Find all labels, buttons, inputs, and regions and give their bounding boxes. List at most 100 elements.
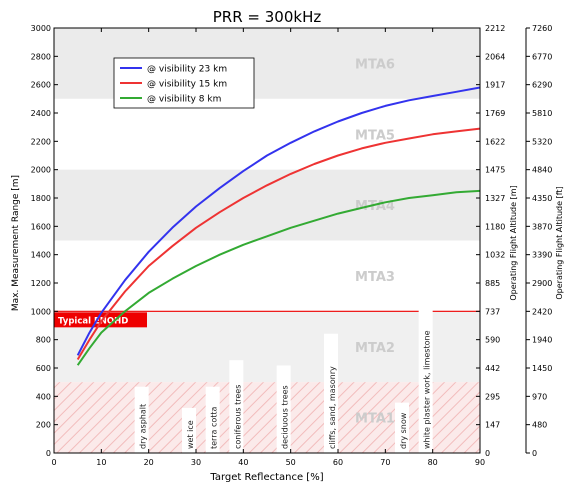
material-annotation-box [418, 291, 433, 453]
y-tick-label: 1400 [31, 251, 51, 260]
enohd-label: Typical ENOHD [58, 316, 128, 326]
y-axis-label: Max. Measurement Range [m] [11, 175, 21, 311]
y-tick-label: 2800 [31, 52, 51, 61]
mta-zone-band [54, 98, 480, 170]
mta-zone-label: MTA1 [355, 412, 395, 427]
x-tick-label: 20 [144, 458, 154, 467]
y2-tick-label: 442 [485, 364, 500, 373]
y3-tick-label: 6770 [532, 52, 552, 61]
y-tick-label: 2000 [31, 166, 51, 175]
x-tick-label: 30 [191, 458, 201, 467]
x-tick-label: 40 [238, 458, 248, 467]
mta-zone-band [54, 382, 480, 453]
material-annotation-text: white plaster work, limestone [423, 330, 432, 449]
y3-tick-label: 4840 [532, 166, 552, 175]
plot-frame [53, 27, 481, 454]
material-annotation-text: dry asphalt [139, 404, 148, 449]
material-annotation: white plaster work, limestone [418, 291, 433, 453]
material-annotation-text: cliffs, sand, masonry [328, 366, 337, 449]
y2-tick-label: 1769 [485, 109, 505, 118]
chart-title: PRR = 300kHz [213, 8, 322, 26]
x-tick-label: 50 [286, 458, 296, 467]
y2-tick-label: 737 [485, 307, 500, 316]
material-annotation: wet ice [182, 407, 196, 453]
y2-tick-label: 1475 [485, 166, 505, 175]
y3-tick-label: 5320 [532, 137, 552, 146]
material-annotation-box [182, 407, 196, 453]
material-annotation-box [324, 333, 338, 453]
material-annotation-box [395, 402, 409, 453]
y3-tick-label: 0 [532, 449, 537, 458]
material-annotation: terra cotta [205, 386, 220, 453]
y-tick-label: 400 [36, 392, 51, 401]
series-line-3 [76, 189, 481, 366]
y-tick-label: 200 [36, 421, 51, 430]
y-tick-label: 800 [36, 336, 51, 345]
material-annotation-box [134, 386, 149, 453]
y2-tick-label: 1180 [485, 222, 505, 231]
y-tick-label: 1600 [31, 222, 51, 231]
series-line-1 [76, 86, 481, 356]
y3-tick-label: 970 [532, 392, 547, 401]
legend-label-2: @ visibility 15 km [147, 80, 227, 90]
y2-tick-label: 2212 [485, 24, 505, 33]
legend-label-3: @ visibility 8 km [147, 95, 221, 105]
mta-zone-band [54, 240, 480, 312]
y2-tick-label: 885 [485, 279, 500, 288]
material-annotation: coniferous trees [229, 360, 244, 453]
legend: @ visibility 23 km @ visibility 15 km @ vi… [113, 57, 255, 109]
y3-tick-label: 7260 [532, 24, 552, 33]
mta-zone-label: MTA5 [355, 128, 395, 143]
y-tick-label: 0 [46, 449, 51, 458]
y3-tick-label: 2900 [532, 279, 552, 288]
y2-tick-label: 1622 [485, 137, 505, 146]
material-annotation-box [276, 365, 291, 453]
y3-tick-label: 2420 [532, 307, 552, 316]
y3-tick-label: 480 [532, 421, 547, 430]
material-annotation-text: terra cotta [210, 406, 219, 449]
material-annotation-text: wet ice [186, 420, 195, 449]
material-annotations: dry asphalt wet ice terra cotta coniferous … [134, 291, 433, 453]
series-lines [76, 86, 481, 366]
material-annotation: cliffs, sand, masonry [324, 333, 338, 453]
y2-tick-label: 1032 [485, 251, 505, 260]
series-line-2 [76, 127, 481, 361]
axes: 0 10 20 30 40 50 60 70 80 90020040060080010001200… [31, 24, 553, 467]
y3-tick-label: 5810 [532, 109, 552, 118]
material-annotation-box [229, 360, 244, 453]
material-annotation: deciduous trees [276, 365, 291, 453]
y3-tick-label: 6290 [532, 81, 552, 90]
mta-zone-label: MTA2 [355, 341, 395, 356]
y2-tick-label: 295 [485, 392, 500, 401]
legend-label-1: @ visibility 23 km [147, 65, 227, 75]
y3-tick-label: 3870 [532, 222, 552, 231]
y-tick-label: 3000 [31, 24, 51, 33]
y2-tick-label: 1917 [485, 81, 505, 90]
y3-tick-label: 1940 [532, 336, 552, 345]
y-tick-label: 1200 [31, 279, 51, 288]
enohd-label-bg [54, 312, 147, 328]
y-tick-label: 2400 [31, 109, 51, 118]
y3-tick-label: 3390 [532, 251, 552, 260]
material-annotation: dry asphalt [134, 386, 149, 453]
y2-tick-label: 1327 [485, 194, 505, 203]
mta-zone-label: MTA3 [355, 270, 395, 285]
y-tick-label: 1800 [31, 194, 51, 203]
material-annotation-text: dry snow [399, 412, 408, 449]
y2-tick-label: 2064 [485, 52, 505, 61]
x-tick-label: 10 [96, 458, 106, 467]
y-tick-label: 2200 [31, 137, 51, 146]
x-tick-label: 70 [380, 458, 390, 467]
material-annotation: dry snow [395, 402, 409, 453]
x-tick-label: 60 [333, 458, 343, 467]
y2-axis-label: Operating Flight Altitude [m] [509, 185, 518, 300]
y2-tick-label: 147 [485, 421, 500, 430]
material-annotation-text: coniferous trees [233, 385, 242, 449]
x-axis-label: Target Reflectance [%] [209, 472, 323, 483]
y-tick-label: 600 [36, 364, 51, 373]
y2-tick-label: 0 [485, 449, 490, 458]
mta-zone-band [54, 169, 480, 241]
x-tick-label: 90 [475, 458, 485, 467]
